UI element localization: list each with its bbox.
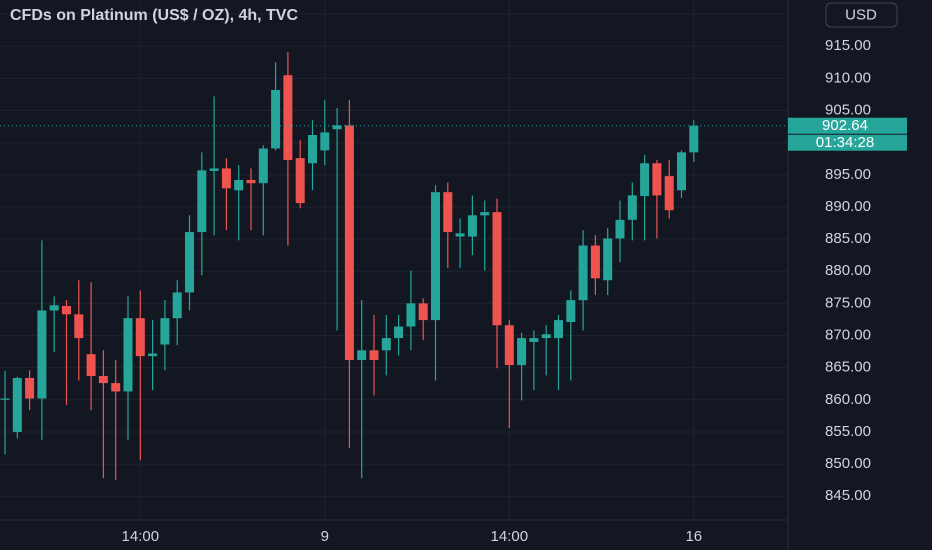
candle-body xyxy=(603,238,613,281)
last-price-label: 902.64 xyxy=(822,117,868,134)
candle-body xyxy=(221,168,231,189)
candle-body xyxy=(234,179,244,191)
candle-body xyxy=(615,219,625,239)
candle-body xyxy=(541,334,551,339)
y-tick-label: 905.00 xyxy=(825,102,871,119)
candle-body xyxy=(25,377,35,399)
candle-body xyxy=(517,338,527,366)
currency-button[interactable] xyxy=(825,2,898,28)
candle-body xyxy=(369,350,379,360)
candle-body xyxy=(480,212,490,216)
currency-label[interactable]: USD xyxy=(845,6,877,23)
candles xyxy=(0,52,699,481)
countdown-label: 01:34:28 xyxy=(816,134,874,151)
candle-body xyxy=(98,376,108,384)
y-tick-label: 885.00 xyxy=(825,230,871,247)
candle-body xyxy=(467,215,477,237)
candle-body xyxy=(283,75,293,161)
candle-body xyxy=(652,163,662,196)
candle-body xyxy=(308,134,317,164)
candle-body xyxy=(344,125,354,360)
candle-body xyxy=(172,292,182,319)
candle-body xyxy=(381,338,391,351)
y-tick-label: 855.00 xyxy=(825,423,871,440)
candle-body xyxy=(12,377,22,432)
candle-body xyxy=(86,354,96,377)
candle-body xyxy=(578,245,588,301)
candle-body xyxy=(492,212,502,326)
y-tick-label: 875.00 xyxy=(825,294,871,311)
candle-body xyxy=(209,168,219,171)
x-tick-label: 14:00 xyxy=(491,528,529,545)
y-tick-label: 860.00 xyxy=(825,391,871,408)
last-price-tag xyxy=(788,117,907,134)
y-tick-label: 845.00 xyxy=(825,487,871,504)
candle-body xyxy=(111,383,121,392)
candle-body xyxy=(258,148,268,184)
candle-body xyxy=(357,350,367,360)
candle-body xyxy=(271,89,281,149)
candle-body xyxy=(295,158,305,204)
candle-body xyxy=(554,320,563,339)
candle-body xyxy=(640,163,650,197)
candle-body xyxy=(49,305,59,311)
y-tick-label: 890.00 xyxy=(825,198,871,215)
y-tick-label: 910.00 xyxy=(825,69,871,86)
candle-body xyxy=(627,195,637,220)
candle-body xyxy=(431,192,440,321)
candle-body xyxy=(529,338,539,342)
candle-body xyxy=(246,179,256,184)
candle-body xyxy=(197,170,207,233)
candle-body xyxy=(566,300,576,323)
candle-body xyxy=(185,232,194,293)
candle-body xyxy=(394,326,404,339)
y-tick-label: 865.00 xyxy=(825,359,871,376)
candle-body xyxy=(148,353,158,357)
time-axis: 14:00 9 14:00 16 xyxy=(122,528,703,545)
candle-body xyxy=(689,125,699,153)
y-tick-label: 895.00 xyxy=(825,166,871,183)
candle-body xyxy=(664,176,674,211)
candle-body xyxy=(590,245,600,279)
countdown-tag xyxy=(788,134,907,151)
y-tick-label: 850.00 xyxy=(825,455,871,472)
candle-body xyxy=(37,310,47,399)
candle-body xyxy=(135,318,145,357)
candle-body xyxy=(123,318,133,392)
candle-body xyxy=(443,192,453,233)
x-tick-label: 16 xyxy=(685,528,702,545)
x-tick-label: 14:00 xyxy=(122,528,160,545)
candle-body xyxy=(74,314,84,339)
candle-body xyxy=(504,325,514,366)
candle-body xyxy=(62,305,71,315)
candle-body xyxy=(160,318,170,345)
candle-body xyxy=(406,303,416,327)
candle-body xyxy=(418,303,428,321)
x-tick-label: 9 xyxy=(321,528,329,545)
candle-body xyxy=(455,233,465,237)
chart-title: CFDs on Platinum (US$ / OZ), 4h, TVC xyxy=(10,7,298,24)
y-tick-label: 880.00 xyxy=(825,262,871,279)
y-tick-label: 915.00 xyxy=(825,37,871,54)
candle-body xyxy=(677,152,686,191)
candle-body xyxy=(0,398,10,400)
candle-body xyxy=(332,125,342,130)
candle-body xyxy=(320,132,330,151)
y-tick-label: 870.00 xyxy=(825,326,871,343)
